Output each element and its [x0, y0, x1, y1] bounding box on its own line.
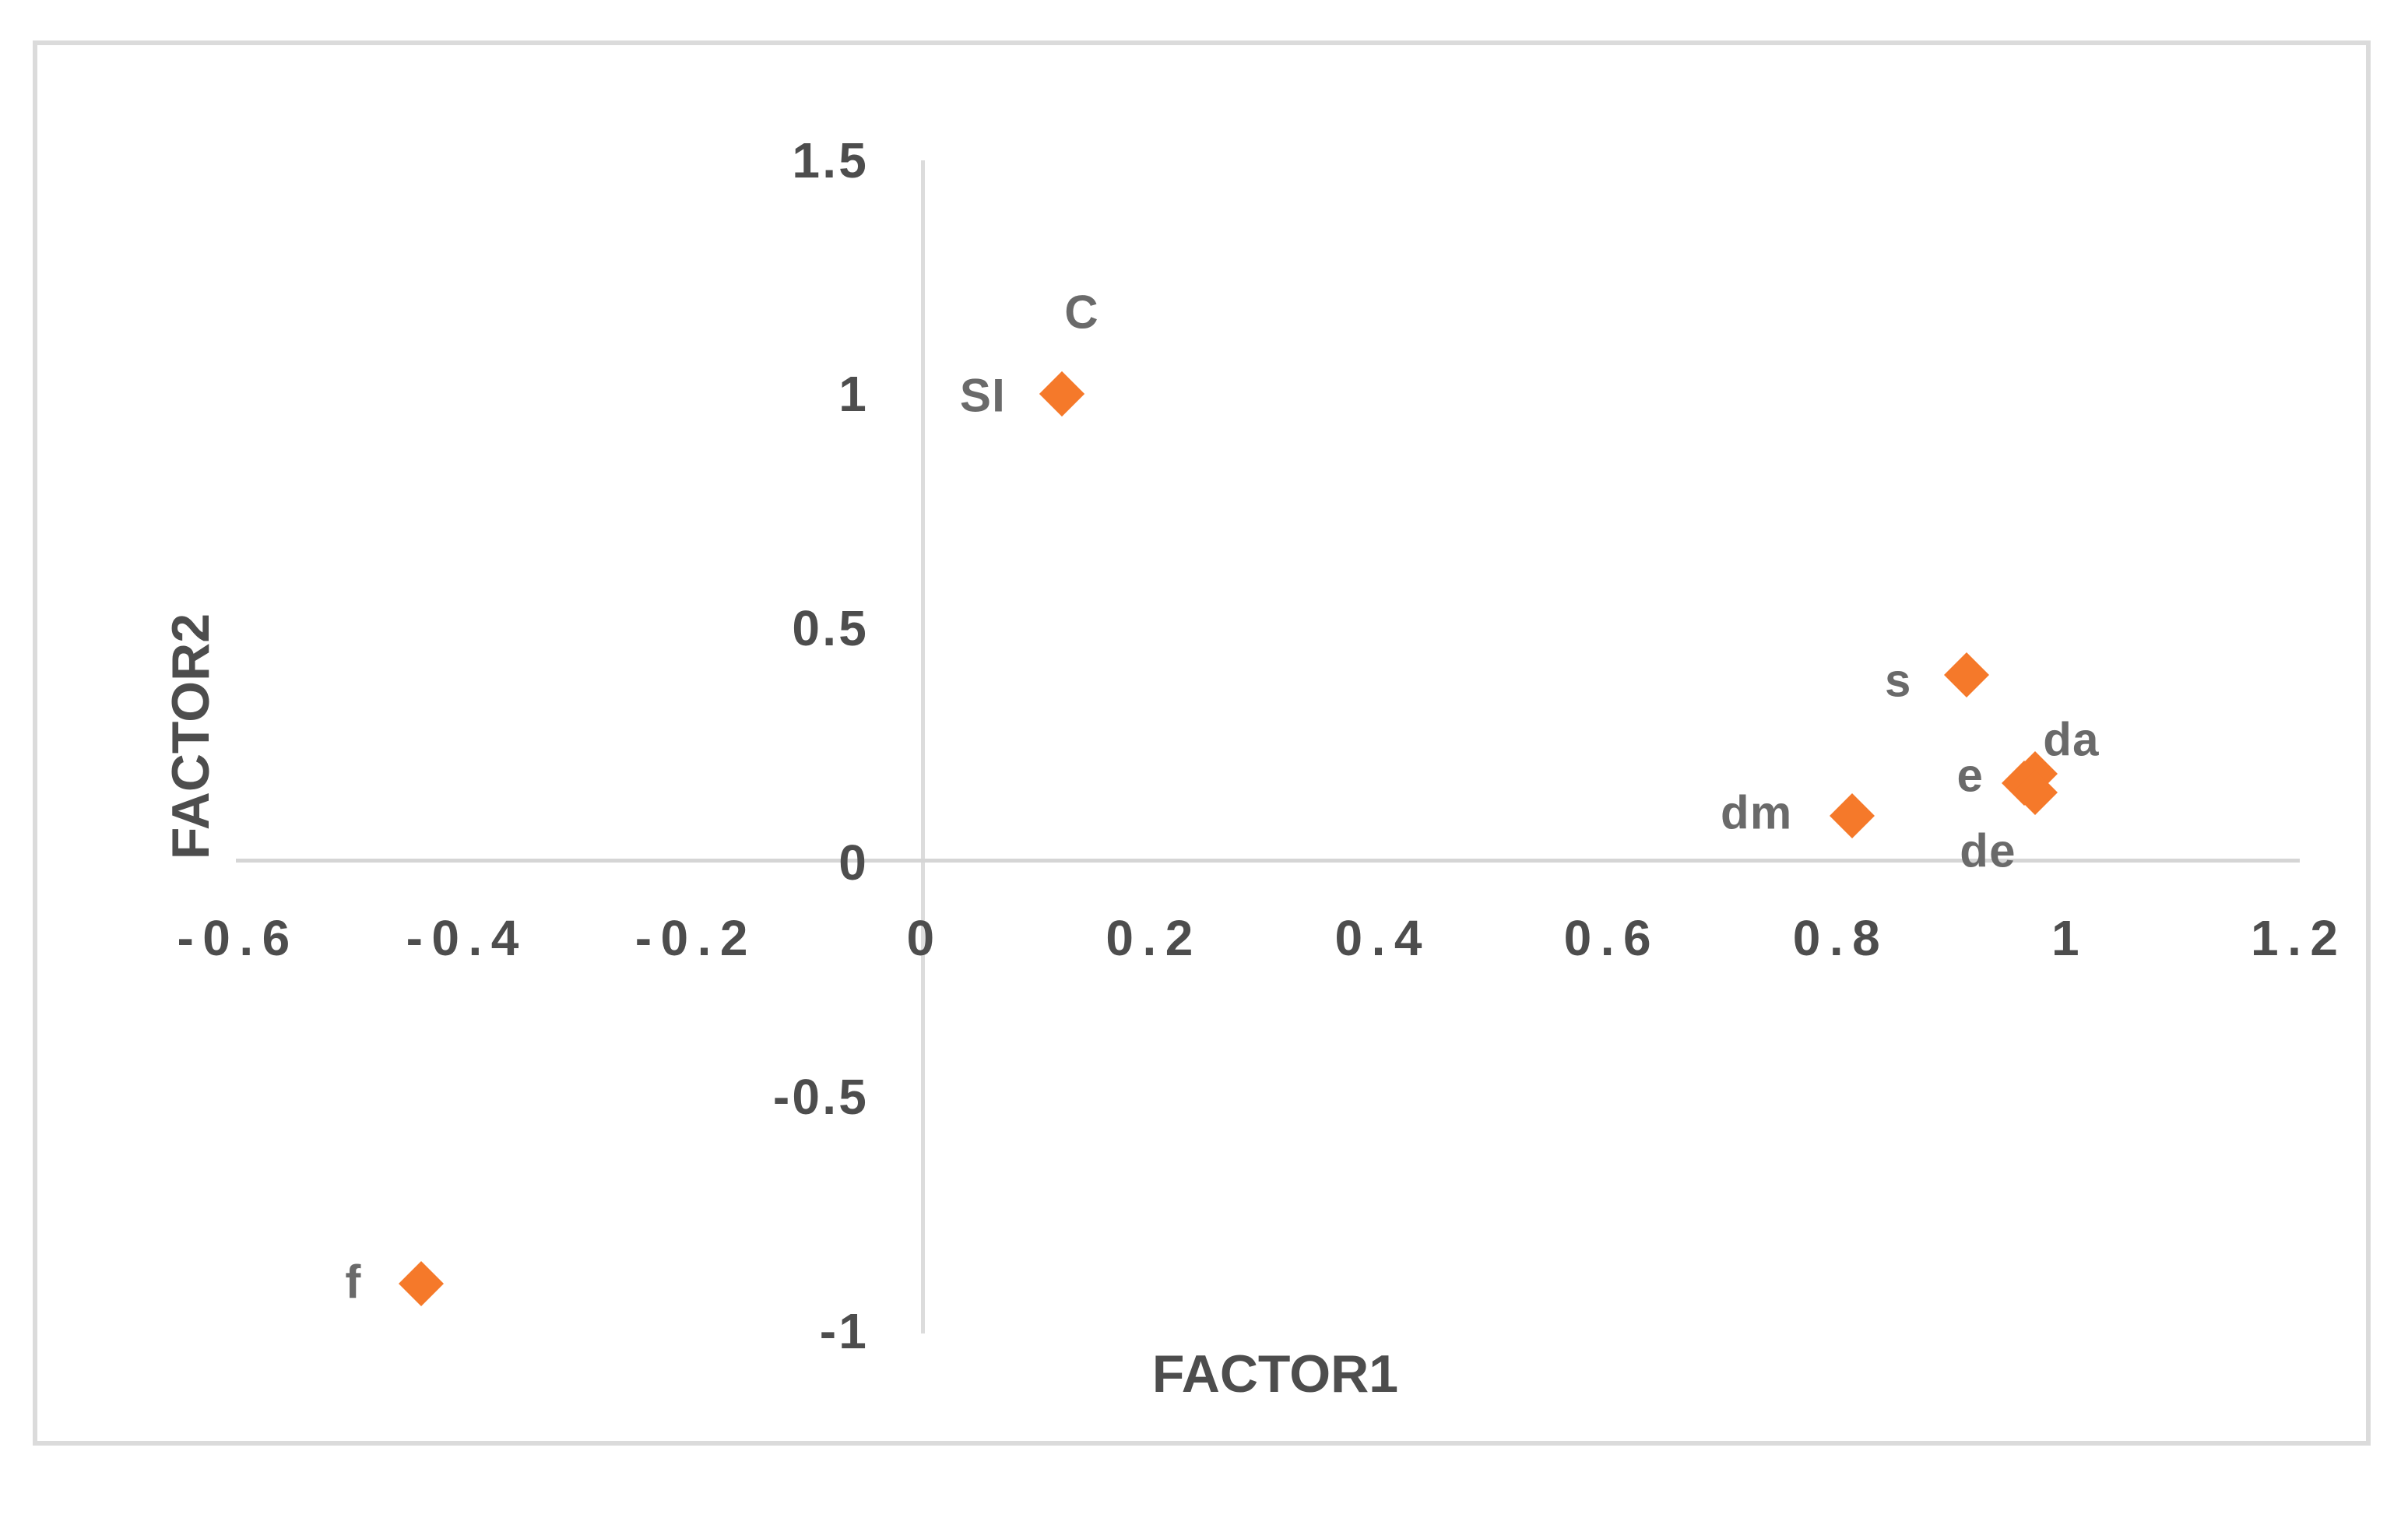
data-point-marker	[1944, 652, 1990, 698]
y-tick-label: -0.5	[772, 1068, 869, 1125]
x-tick-label: 1	[2051, 910, 2089, 966]
x-tick-label: 1.2	[2250, 910, 2347, 966]
data-point-label: C	[1064, 286, 1099, 339]
x-tick-label: -0.2	[635, 910, 758, 966]
x-tick-label: 0.2	[1106, 910, 1202, 966]
y-tick-label: 1	[838, 366, 869, 423]
x-tick-label: -0.6	[177, 910, 299, 966]
data-point-label: e	[1956, 749, 1984, 802]
y-tick-label: 0.5	[792, 600, 869, 657]
data-point-label: f	[345, 1256, 362, 1309]
x-axis-title: FACTOR1	[1151, 1344, 1399, 1404]
data-point-label: dm	[1720, 786, 1793, 839]
x-tick-label: -0.4	[406, 910, 528, 966]
y-tick-label: 1.5	[792, 132, 869, 188]
x-tick-label: 0.8	[1792, 910, 1889, 966]
data-point-label: da	[2043, 713, 2100, 766]
data-point-marker	[1830, 792, 1875, 838]
data-point-label: de	[1960, 824, 2016, 877]
chart-frame: -0.6 -0.4 -0.2 0 0.2 0.4 0.6 0.8 1 1.2 -1 -0.5 0 0.5…	[33, 40, 2371, 1446]
y-tick-label: -1	[819, 1302, 869, 1359]
data-point-marker	[1039, 371, 1085, 417]
y-axis-title: FACTOR2	[161, 613, 220, 860]
x-tick-label: 0.6	[1563, 910, 1661, 966]
y-axis-line	[921, 160, 925, 1333]
plot-area: -0.6 -0.4 -0.2 0 0.2 0.4 0.6 0.8 1 1.2 -1 -0.5 0 0.5…	[37, 45, 2408, 1532]
x-tick-label: 0	[906, 910, 944, 966]
data-point-label: s	[1884, 654, 1912, 707]
data-point-marker	[398, 1261, 444, 1307]
y-tick-label: 0	[838, 835, 869, 891]
data-point-label: SI	[959, 369, 1007, 422]
x-tick-label: 0.4	[1334, 910, 1431, 966]
x-axis-line	[236, 859, 2300, 863]
